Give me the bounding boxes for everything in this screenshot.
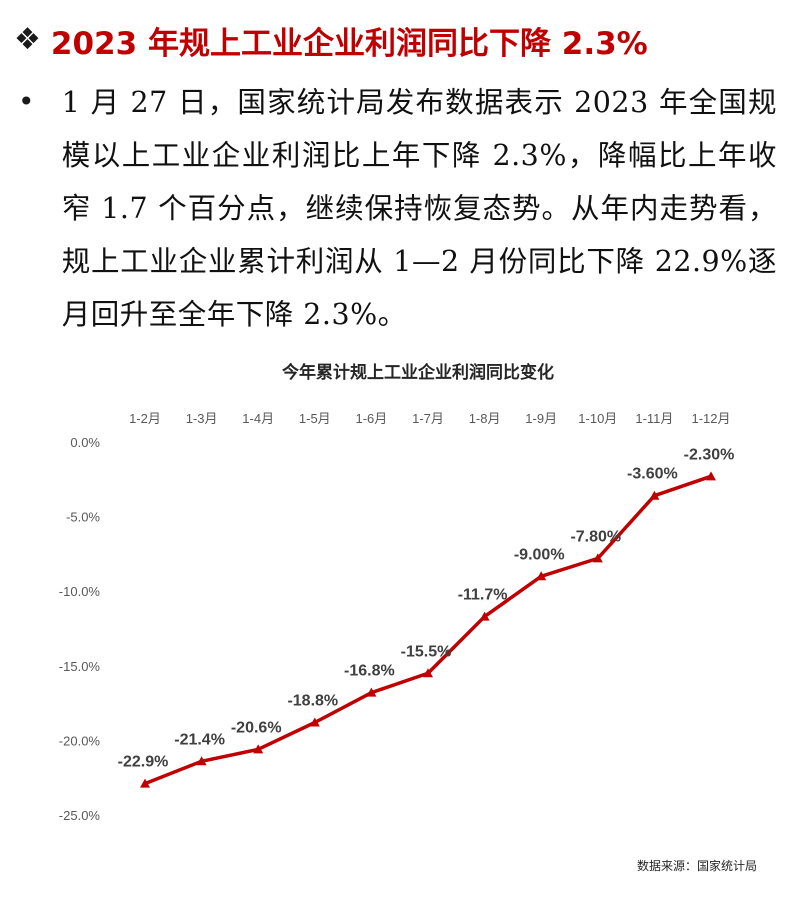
data-point-marker — [196, 756, 207, 766]
x-tick-label: 1-3月 — [186, 411, 218, 426]
data-point-marker — [536, 571, 547, 581]
data-point-marker — [649, 490, 660, 500]
x-tick-label: 1-9月 — [525, 411, 557, 426]
data-label: -21.4% — [174, 731, 225, 748]
headline: ❖ 2023 年规上工业企业利润同比下降 2.3% — [14, 14, 774, 66]
y-tick-label: -5.0% — [66, 510, 100, 525]
data-point-marker — [423, 668, 433, 678]
data-label: -3.60% — [627, 466, 678, 483]
y-tick-label: -20.0% — [59, 733, 101, 748]
data-label: -20.6% — [231, 719, 282, 736]
data-label: -16.8% — [344, 663, 395, 680]
x-tick-label: 1-4月 — [242, 411, 274, 426]
x-tick-label: 1-6月 — [356, 411, 388, 426]
x-tick-label: 1-11月 — [635, 411, 673, 426]
data-point-marker — [479, 611, 490, 621]
data-point-marker — [140, 778, 150, 788]
series-line — [143, 474, 713, 786]
bullet-paragraph: • 1 月 27 日，国家统计局发布数据表示 2023 年全国规模以上工业企业利… — [12, 76, 777, 341]
data-point-marker — [592, 553, 603, 563]
x-axis-labels: 1-2月 1-3月 1-4月 1-5月 1-6月 1-7月 1-8月 1-9月 1-10月 1-1… — [129, 411, 730, 426]
bullet-dot-icon: • — [18, 85, 35, 118]
data-point-marker — [706, 471, 716, 481]
y-tick-label: 0.0% — [70, 435, 100, 450]
data-label: -22.9% — [118, 754, 169, 771]
y-tick-label: -10.0% — [59, 584, 101, 599]
x-tick-label: 1-2月 — [129, 411, 161, 426]
data-label: -7.80% — [570, 528, 621, 545]
data-label: -9.00% — [514, 546, 565, 563]
source-note: 数据来源：国家统计局 — [637, 858, 757, 873]
x-tick-label: 1-12月 — [691, 411, 730, 426]
data-label: -11.7% — [458, 587, 508, 604]
y-tick-label: -25.0% — [59, 808, 101, 823]
x-tick-label: 1-8月 — [469, 411, 501, 426]
y-tick-label: -15.0% — [59, 659, 101, 674]
diamond-bullet-icon: ❖ — [14, 22, 41, 57]
series-layer — [140, 471, 716, 788]
chart-svg: 今年累计规上工业企业利润同比变化 1-2月 1-3月 1-4月 1-5月 1-6月 1-7… — [59, 362, 757, 873]
y-axis-labels: 0.0% -5.0% -10.0% -15.0% -20.0% -25.0% — [59, 435, 101, 823]
data-label: -2.30% — [684, 446, 735, 463]
chart-title: 今年累计规上工业企业利润同比变化 — [282, 362, 554, 382]
headline-title: 2023 年规上工业企业利润同比下降 2.3% — [50, 25, 648, 62]
data-point-marker — [366, 687, 377, 697]
data-label: -18.8% — [287, 692, 338, 709]
data-point-marker — [253, 744, 264, 754]
bullet-text: 1 月 27 日，国家统计局发布数据表示 2023 年全国规模以上工业企业利润比… — [61, 86, 777, 331]
data-label: -15.5% — [401, 643, 452, 660]
profit-chart: 今年累计规上工业企业利润同比变化 1-2月 1-3月 1-4月 1-5月 1-6月 1-7… — [0, 345, 785, 909]
x-tick-label: 1-5月 — [299, 411, 331, 426]
data-point-marker — [309, 717, 320, 727]
x-tick-label: 1-10月 — [578, 411, 617, 426]
x-tick-label: 1-7月 — [412, 411, 444, 426]
data-labels: -22.9% -21.4% -20.6% -18.8% -16.8% -15.5% -11.… — [118, 446, 735, 770]
